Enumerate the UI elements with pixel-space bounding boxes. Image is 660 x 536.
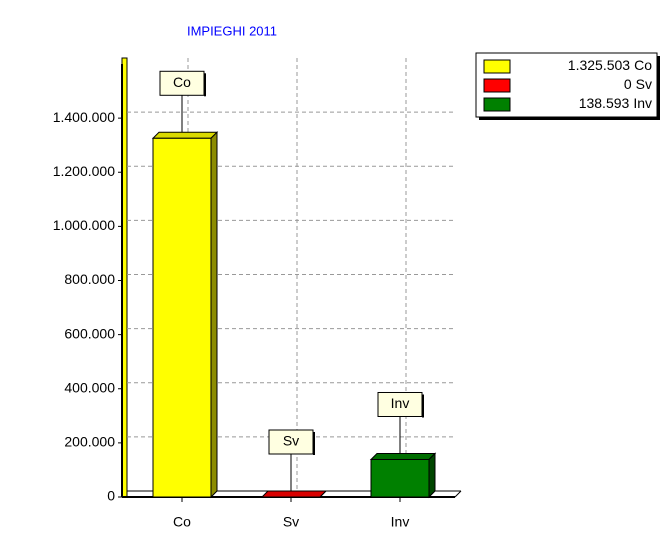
y-tick-label: 600.000 — [64, 325, 115, 341]
y-tick-label: 800.000 — [64, 271, 115, 287]
y-tick-label: 1.400.000 — [53, 109, 115, 125]
legend-label: Inv — [633, 95, 652, 111]
bar-label: Inv — [391, 395, 410, 411]
y-tick-label: 1.200.000 — [53, 163, 115, 179]
bar-top — [151, 131, 219, 139]
x-tick-label: Inv — [391, 514, 410, 530]
x-tick-label: Sv — [283, 514, 299, 530]
bar — [151, 131, 219, 499]
legend-text: 1.325.503 Co — [568, 57, 652, 73]
y-tick-label: 200.000 — [64, 434, 115, 450]
bar-side — [319, 490, 327, 498]
legend-label: Sv — [636, 76, 652, 92]
legend-label: Co — [634, 57, 652, 73]
legend-value: 0 — [624, 76, 632, 92]
legend-value: 138.593 — [579, 95, 630, 111]
bar — [369, 452, 437, 499]
y-tick-label: 1.000.000 — [53, 217, 115, 233]
legend-value: 1.325.503 — [568, 57, 630, 73]
bar-front — [370, 458, 430, 498]
legend-text: 0 Sv — [624, 76, 652, 92]
bar-label: Co — [173, 74, 191, 90]
bar-side — [428, 452, 436, 499]
label-box — [377, 391, 423, 417]
y-tick-label: 0 — [107, 488, 115, 504]
bar-front — [152, 137, 212, 498]
legend-swatch — [483, 97, 511, 112]
x-axis-side — [454, 490, 462, 498]
y-tick-label: 400.000 — [64, 379, 115, 395]
legend-text: 138.593 Inv — [579, 95, 652, 111]
bar-side — [210, 131, 218, 499]
bar-top — [369, 452, 437, 460]
bar-label: Sv — [283, 433, 299, 449]
bar — [260, 490, 328, 498]
legend-swatch — [483, 59, 511, 74]
label-box — [268, 429, 314, 455]
chart-title: IMPIEGHI 2011 — [187, 23, 277, 38]
legend-swatch — [483, 78, 511, 93]
bar-top — [260, 490, 328, 498]
label-box — [159, 70, 205, 96]
x-tick-label: Co — [173, 514, 191, 530]
